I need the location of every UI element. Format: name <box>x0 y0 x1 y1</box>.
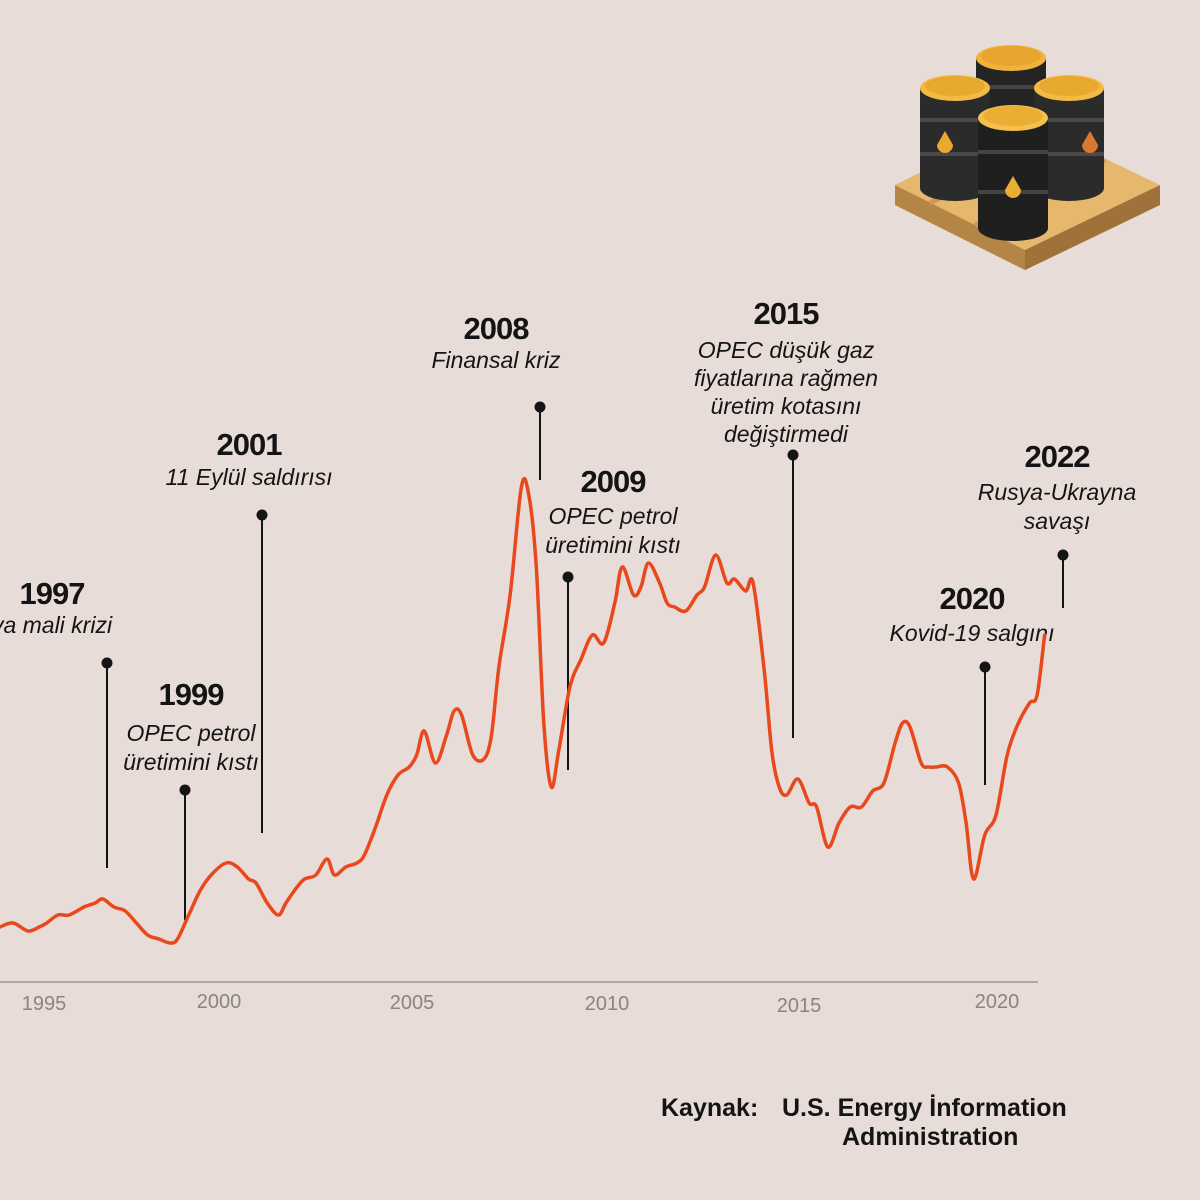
event-year: 2015 <box>754 296 820 331</box>
leader-dot <box>534 401 546 413</box>
event-description: savaşı <box>1024 508 1090 534</box>
event-description: üretimini kıstı <box>123 749 258 775</box>
x-axis-ticks: 1995 2000 2005 2010 2015 2020 <box>22 991 1020 1017</box>
event-year: 1997 <box>20 576 85 611</box>
event-description: Rusya-Ukrayna <box>978 479 1137 505</box>
price-line-series <box>0 476 1047 945</box>
event-annotation-1999: 1999 OPEC petrol üretimini kıstı <box>123 677 259 920</box>
source-line-1: U.S. Energy İnformation <box>782 1094 1067 1122</box>
event-annotation-2020: 2020 Kovid-19 salgını <box>890 581 1055 785</box>
event-year: 2022 <box>1025 439 1090 474</box>
leader-dot <box>1057 549 1069 561</box>
event-description: fiyatlarına rağmen <box>694 365 878 391</box>
source-note: Kaynak: U.S. Energy İnformation Administ… <box>661 1094 1067 1151</box>
event-description: 11 Eylül saldırısı <box>165 464 332 490</box>
x-tick-label: 2020 <box>975 991 1020 1013</box>
leader-dot <box>562 571 574 583</box>
event-annotation-2009: 2009 OPEC petrol üretimini kıstı <box>545 464 681 770</box>
event-year: 2009 <box>581 464 647 499</box>
event-description: üretimini kıstı <box>545 532 680 558</box>
event-description: üretim kotasını <box>711 393 862 419</box>
x-tick-label: 2005 <box>390 992 435 1014</box>
leader-dot <box>256 509 268 521</box>
source-label: Kaynak: <box>661 1094 758 1122</box>
event-description: değiştirmedi <box>724 421 849 447</box>
x-tick-label: 2015 <box>777 995 822 1017</box>
event-description: ya mali krizi <box>0 612 113 638</box>
x-tick-label: 1995 <box>22 993 67 1015</box>
leader-dot <box>179 784 191 796</box>
leader-dot <box>979 661 991 673</box>
source-line-2: Administration <box>842 1123 1018 1151</box>
event-description: OPEC petrol <box>126 720 256 746</box>
leader-dot <box>787 449 799 461</box>
leader-dot <box>101 657 113 669</box>
event-description: Kovid-19 salgını <box>890 620 1055 646</box>
event-year: 1999 <box>159 677 225 712</box>
event-annotation-2022: 2022 Rusya-Ukrayna savaşı <box>978 439 1137 608</box>
event-year: 2008 <box>464 311 530 346</box>
x-tick-label: 2000 <box>197 991 242 1013</box>
event-year: 2001 <box>217 427 283 462</box>
event-description: OPEC düşük gaz <box>698 337 875 363</box>
oil-barrels-on-pallet-icon <box>895 45 1160 270</box>
event-year: 2020 <box>940 581 1005 616</box>
event-description: OPEC petrol <box>548 503 678 529</box>
x-tick-label: 2010 <box>585 993 630 1015</box>
event-description: Finansal kriz <box>431 347 561 373</box>
